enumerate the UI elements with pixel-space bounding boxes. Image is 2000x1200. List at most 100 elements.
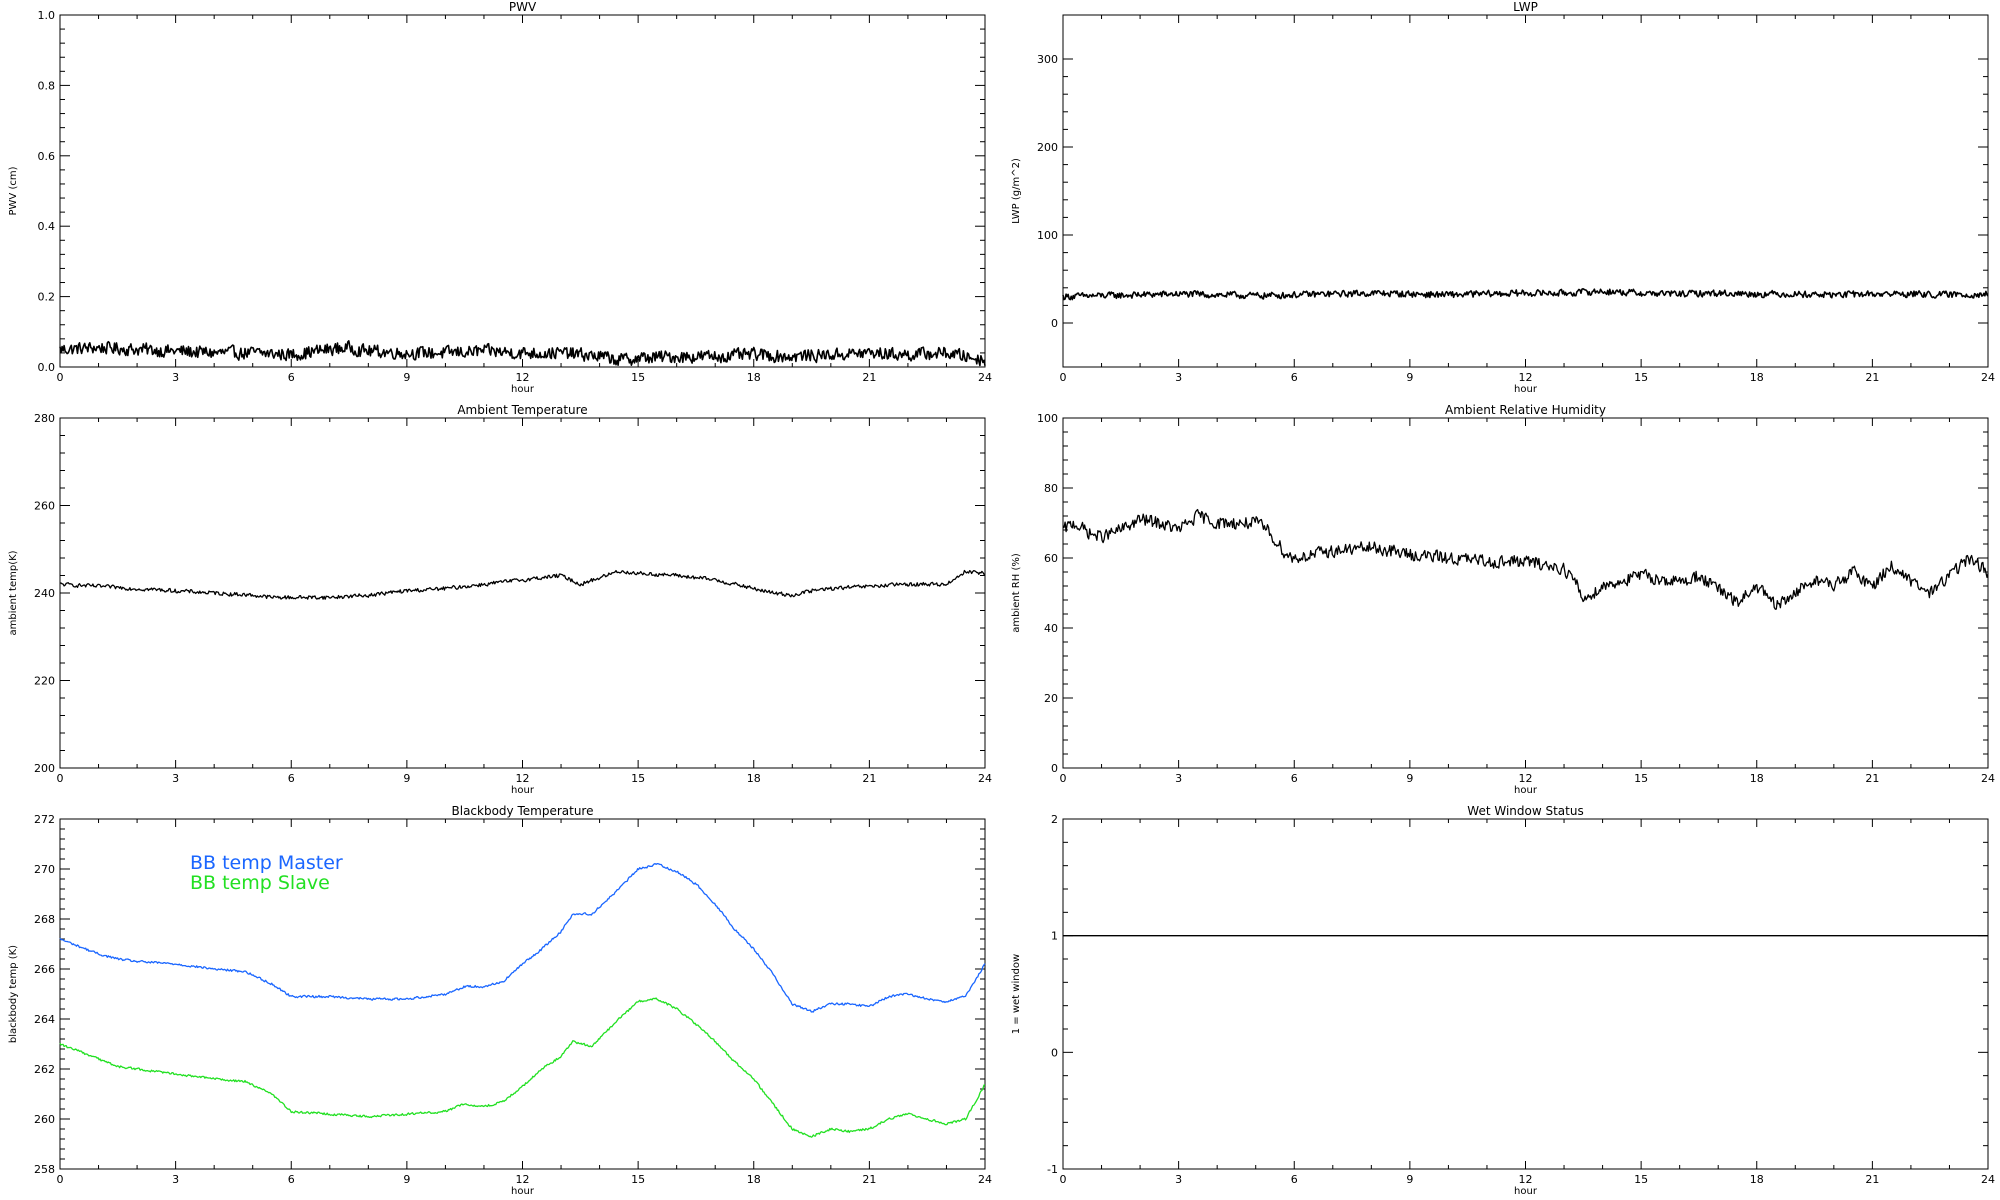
chart-title: Ambient Relative Humidity [1445,403,1606,417]
series-line-2 [59,997,986,1138]
x-tick-label: 3 [172,772,179,785]
y-tick-label: 260 [34,500,55,513]
y-tick-label: 200 [34,762,55,775]
x-tick-label: 0 [57,1173,64,1186]
x-tick-label: 0 [1060,772,1067,785]
y-tick-label: 0 [1051,762,1058,775]
panel-5: Blackbody Temperature 0 3 6 9 12 15 18 21 24 hour 2… [8,804,992,1197]
y-tick-label: 0.2 [38,291,56,304]
x-tick-label: 3 [1175,371,1182,384]
series-line [1062,288,1989,301]
y-tick-label: 280 [34,412,55,425]
x-tick-label: 24 [1981,772,1995,785]
plot-frame [1062,14,1989,368]
series-line-1 [59,862,986,1013]
x-tick-label: 24 [978,371,992,384]
x-tick-label: 3 [172,371,179,384]
x-tick-label: 15 [631,1173,645,1186]
chart-title: Blackbody Temperature [452,804,594,818]
y-tick-label: 200 [1037,141,1058,154]
panel-3: Ambient Temperature 0 3 6 9 12 15 18 21 24 hour 200… [8,403,992,796]
plot-frame [1062,417,1989,769]
x-tick-label: 21 [1865,371,1879,384]
panel-4: Ambient Relative Humidity 0 3 6 9 12 15 18 21 24 h… [1011,403,1995,796]
y-tick-label: 262 [34,1063,55,1076]
x-tick-label: 9 [1406,1173,1413,1186]
y-tick-label: 0.0 [38,361,56,374]
y-axis-label: LWP (g/m^2) [1011,158,1022,224]
x-tick-label: 9 [403,1173,410,1186]
y-tick-label: 0.4 [38,220,56,233]
y-tick-label: 40 [1044,622,1058,635]
y-tick-label: -1 [1047,1163,1058,1176]
x-tick-label: 21 [1865,772,1879,785]
x-tick-label: 15 [631,371,645,384]
x-tick-label: 15 [1634,1173,1648,1186]
chart-title: Ambient Temperature [457,403,587,417]
x-axis-label: hour [1514,785,1538,796]
x-tick-label: 18 [1750,1173,1764,1186]
y-tick-label: 1 [1051,930,1058,943]
panel-2: LWP 0 3 6 9 12 15 18 21 24 hour 0 100 200 300 LWP (g/m^… [1011,0,1995,395]
x-tick-label: 21 [862,371,876,384]
y-axis-label: ambient RH (%) [1011,553,1022,633]
x-tick-label: 0 [1060,371,1067,384]
x-tick-label: 21 [862,772,876,785]
y-tick-label: 1.0 [38,9,56,22]
x-axis-label: hour [1514,1186,1538,1197]
x-tick-label: 15 [631,772,645,785]
x-tick-label: 9 [1406,772,1413,785]
panel-1: PWV 0 3 6 9 12 15 18 21 24 hour 0.0 0.2 0.4 0.6 0.8 1.0 P… [8,0,992,395]
x-tick-label: 6 [1291,1173,1298,1186]
y-tick-label: 80 [1044,482,1058,495]
y-tick-label: 0.6 [38,150,56,163]
x-axis-label: hour [1514,384,1538,395]
y-tick-label: 0.8 [38,79,56,92]
x-tick-label: 18 [747,1173,761,1186]
y-tick-label: 100 [1037,412,1058,425]
x-tick-label: 12 [516,1173,530,1186]
x-tick-label: 6 [288,371,295,384]
x-tick-label: 6 [1291,772,1298,785]
y-tick-label: 60 [1044,552,1058,565]
x-tick-label: 6 [288,1173,295,1186]
y-tick-label: 270 [34,863,55,876]
x-tick-label: 12 [1519,772,1533,785]
x-tick-label: 24 [1981,371,1995,384]
y-tick-label: 2 [1051,813,1058,826]
chart-title: PWV [509,0,537,14]
series-line [1062,508,1989,610]
x-axis-label: hour [511,785,535,796]
x-tick-label: 18 [1750,772,1764,785]
x-tick-label: 12 [1519,371,1533,384]
x-tick-label: 0 [57,772,64,785]
x-tick-label: 0 [1060,1173,1067,1186]
x-tick-label: 12 [1519,1173,1533,1186]
x-tick-label: 21 [862,1173,876,1186]
y-tick-label: 272 [34,813,55,826]
x-tick-label: 9 [403,772,410,785]
y-tick-label: 0 [1051,317,1058,330]
chart-title: Wet Window Status [1467,804,1583,818]
chart-title: LWP [1513,0,1538,14]
plot-frame [59,14,986,368]
x-tick-label: 18 [747,772,761,785]
x-tick-label: 0 [57,371,64,384]
x-tick-label: 3 [1175,1173,1182,1186]
y-axis-label: PWV (cm) [8,166,19,215]
x-tick-label: 12 [516,371,530,384]
series-line [59,340,986,367]
x-tick-label: 6 [1291,371,1298,384]
y-tick-label: 300 [1037,53,1058,66]
x-tick-label: 12 [516,772,530,785]
x-axis-label: hour [511,384,535,395]
x-tick-label: 24 [978,772,992,785]
y-axis-label: ambient temp(K) [8,550,19,635]
y-tick-label: 0 [1051,1046,1058,1059]
x-tick-label: 15 [1634,371,1648,384]
y-tick-label: 264 [34,1013,55,1026]
series-line [59,569,986,600]
x-tick-label: 21 [1865,1173,1879,1186]
